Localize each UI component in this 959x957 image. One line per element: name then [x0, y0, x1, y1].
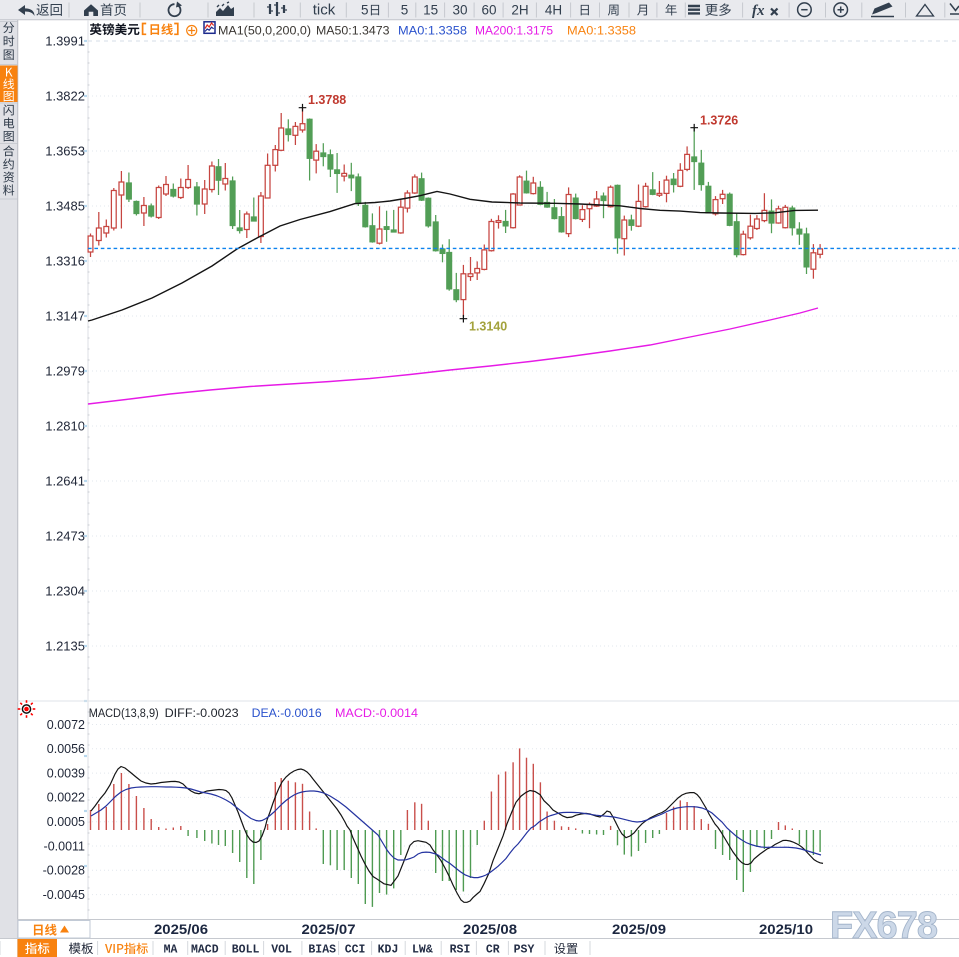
svg-text:fx: fx	[752, 3, 765, 19]
svg-text:30: 30	[452, 3, 467, 18]
svg-text:MACD(13,8,9): MACD(13,8,9)	[89, 706, 159, 720]
svg-text:2025/09: 2025/09	[612, 921, 666, 937]
svg-text:FX678: FX678	[830, 905, 937, 947]
svg-text:MA: MA	[164, 944, 178, 957]
svg-text:1.3485: 1.3485	[45, 199, 85, 214]
svg-text:2025/06: 2025/06	[154, 921, 208, 937]
svg-text:1.2135: 1.2135	[45, 639, 85, 654]
svg-text:1.2810: 1.2810	[45, 419, 85, 434]
svg-text:PSY: PSY	[514, 944, 535, 957]
svg-text:1.3147: 1.3147	[45, 309, 85, 324]
svg-text:LW&: LW&	[412, 944, 433, 957]
svg-text:1.3316: 1.3316	[45, 254, 85, 269]
svg-text:DIFF:-0.0023: DIFF:-0.0023	[165, 706, 239, 720]
svg-text:0.0005: 0.0005	[47, 815, 85, 829]
svg-text:MA0:1.3358: MA0:1.3358	[398, 24, 467, 38]
svg-text:tick: tick	[313, 2, 336, 19]
svg-text:2025/07: 2025/07	[302, 921, 356, 937]
svg-text:2025/08: 2025/08	[463, 921, 517, 937]
svg-text:0.0022: 0.0022	[47, 791, 85, 805]
svg-text:1.2641: 1.2641	[45, 474, 85, 489]
svg-text:1.3653: 1.3653	[45, 144, 85, 159]
svg-text:1.2304: 1.2304	[45, 584, 85, 599]
svg-text:0.0072: 0.0072	[47, 718, 85, 732]
svg-text:4H: 4H	[545, 3, 562, 18]
svg-text:KDJ: KDJ	[378, 944, 399, 957]
svg-text:1.2473: 1.2473	[45, 529, 85, 544]
svg-text:1.3726: 1.3726	[700, 114, 738, 128]
svg-text:15: 15	[423, 3, 438, 18]
svg-text:0.0056: 0.0056	[47, 742, 85, 756]
svg-text:1.3140: 1.3140	[469, 320, 507, 334]
svg-text:60: 60	[481, 3, 496, 18]
svg-text:5: 5	[361, 3, 369, 18]
svg-text:1.3822: 1.3822	[45, 89, 85, 104]
svg-text:BOLL: BOLL	[232, 944, 260, 957]
svg-text:MACD:-0.0014: MACD:-0.0014	[335, 706, 418, 720]
svg-text:-0.0011: -0.0011	[44, 839, 86, 853]
svg-text:2025/10: 2025/10	[759, 921, 813, 937]
svg-text:CCI: CCI	[345, 944, 366, 957]
svg-text:2H: 2H	[511, 3, 528, 18]
svg-text:MACD: MACD	[191, 944, 219, 957]
svg-text:MA50:1.3473: MA50:1.3473	[316, 24, 390, 38]
svg-text:MA200:1.3175: MA200:1.3175	[475, 24, 553, 38]
svg-text:MA1(50,0,200,0): MA1(50,0,200,0)	[218, 24, 311, 38]
svg-text:1.2979: 1.2979	[45, 364, 85, 379]
svg-text:MA0:1.3358: MA0:1.3358	[567, 24, 636, 38]
svg-text:1.3788: 1.3788	[308, 93, 346, 107]
svg-text:CR: CR	[486, 944, 500, 957]
svg-text:5: 5	[401, 3, 409, 18]
svg-text:-0.0028: -0.0028	[43, 864, 85, 878]
svg-text:0.0039: 0.0039	[47, 766, 85, 780]
svg-text:RSI: RSI	[450, 944, 471, 957]
svg-text:-0.0045: -0.0045	[43, 888, 85, 902]
svg-text:VOL: VOL	[271, 944, 292, 957]
svg-text:1.3991: 1.3991	[45, 34, 85, 49]
svg-text:BIAS: BIAS	[308, 944, 336, 957]
svg-text:DEA:-0.0016: DEA:-0.0016	[252, 706, 322, 720]
